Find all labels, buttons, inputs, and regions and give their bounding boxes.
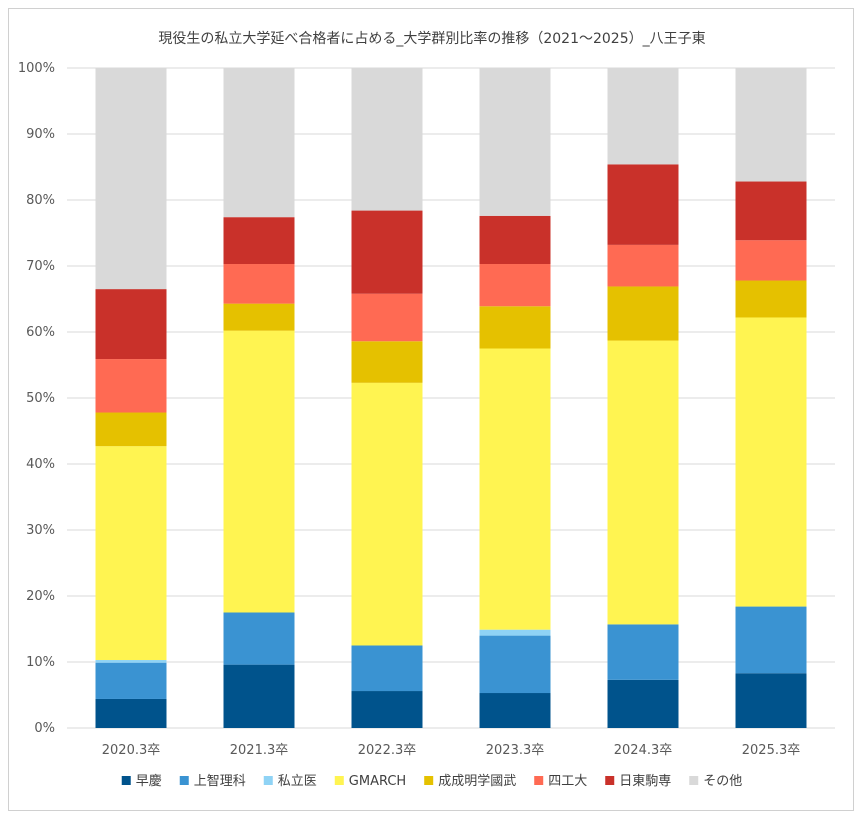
y-tick-label: 40%: [26, 457, 55, 472]
legend: 早慶 上智理科 私立医 GMARCH 成成明学國武 四工大 日東駒専 その他: [121, 773, 742, 789]
y-tick-label: 100%: [18, 61, 55, 76]
bar-stack: [95, 68, 167, 728]
bar-segment: [479, 306, 551, 349]
bar-segment: [607, 164, 679, 245]
bar-segment: [223, 330, 295, 613]
y-tick-label: 50%: [26, 391, 55, 406]
bar-segment: [351, 645, 423, 692]
bar-segment: [735, 673, 807, 728]
legend-item: 成成明学國武: [424, 773, 516, 789]
bar-segment: [479, 635, 551, 694]
legend-label: 日東駒専: [619, 773, 671, 789]
bar-segment: [95, 446, 167, 661]
x-tick-label: 2022.3卒: [358, 743, 417, 758]
legend-label: GMARCH: [349, 774, 406, 789]
bar-stack: [735, 68, 807, 728]
bar-segment: [351, 382, 423, 646]
bar-segment: [223, 612, 295, 665]
bar-segment: [479, 264, 551, 307]
bar-segment: [607, 340, 679, 625]
legend-item: 私立医: [263, 774, 317, 789]
bar-segment: [607, 679, 679, 728]
legend-swatch: [424, 776, 434, 785]
legend-swatch: [263, 776, 273, 785]
y-tick-label: 80%: [26, 193, 55, 208]
bar-segment: [607, 68, 679, 165]
legend-item: 早慶: [121, 774, 162, 789]
legend-label: 私立医: [278, 774, 317, 789]
bar-segment: [735, 68, 807, 182]
bar-segment: [607, 286, 679, 341]
legend-item: 四工大: [534, 774, 587, 789]
y-tick-label: 70%: [26, 259, 55, 274]
legend-swatch: [179, 776, 189, 785]
legend-swatch: [605, 776, 615, 785]
legend-item: 日東駒専: [605, 773, 671, 789]
stacked-bar-chart: 現役生の私立大学延べ合格者に占める_大学群別比率の推移（2021～2025）_八…: [18, 30, 835, 789]
chart-title: 現役生の私立大学延べ合格者に占める_大学群別比率の推移（2021～2025）_八…: [158, 30, 705, 47]
bar-segment: [479, 68, 551, 216]
bar-segment: [735, 280, 807, 318]
y-tick-label: 20%: [26, 589, 55, 604]
gridlines: [67, 67, 835, 729]
legend-label: その他: [703, 774, 742, 789]
bar-segment: [223, 264, 295, 304]
bar-segment: [735, 606, 807, 674]
legend-item: GMARCH: [334, 774, 406, 789]
bar-segment: [223, 664, 295, 728]
bar-stack: [479, 68, 551, 728]
bar-segment: [95, 662, 167, 699]
bar-segment: [95, 660, 167, 663]
legend-label: 上智理科: [194, 774, 246, 789]
y-tick-label: 10%: [26, 655, 55, 670]
legend-swatch: [689, 776, 699, 785]
legend-swatch: [121, 776, 131, 785]
bar-segment: [351, 691, 423, 728]
y-tick-label: 90%: [26, 127, 55, 142]
bar-segment: [223, 68, 295, 218]
y-tick-label: 60%: [26, 325, 55, 340]
x-tick-label: 2023.3卒: [486, 743, 545, 758]
y-axis-ticks: 0% 10% 20% 30% 40% 50% 60% 70% 80% 90% 100%: [18, 61, 55, 736]
bars: [95, 68, 807, 728]
bar-segment: [735, 240, 807, 281]
bar-segment: [607, 624, 679, 680]
bar-segment: [479, 693, 551, 728]
bar-segment: [607, 244, 679, 287]
bar-segment: [735, 317, 807, 607]
y-tick-label: 30%: [26, 523, 55, 538]
legend-swatch: [534, 776, 544, 785]
x-tick-label: 2020.3卒: [102, 743, 161, 758]
bar-segment: [479, 629, 551, 636]
legend-label: 早慶: [136, 774, 162, 789]
x-tick-label: 2025.3卒: [742, 743, 801, 758]
bar-segment: [95, 412, 167, 447]
bar-stack: [607, 68, 679, 728]
chart-frame: 現役生の私立大学延べ合格者に占める_大学群別比率の推移（2021～2025）_八…: [8, 8, 854, 811]
y-tick-label: 0%: [34, 721, 55, 736]
x-tick-label: 2024.3卒: [614, 743, 673, 758]
bar-segment: [351, 293, 423, 342]
bar-segment: [95, 698, 167, 728]
bar-segment: [479, 348, 551, 630]
bar-segment: [95, 359, 167, 413]
legend-label: 四工大: [548, 774, 587, 789]
bar-segment: [223, 217, 295, 265]
legend-swatch: [334, 776, 344, 785]
bar-segment: [95, 68, 167, 290]
x-tick-label: 2021.3卒: [230, 743, 289, 758]
bar-segment: [479, 215, 551, 265]
bar-segment: [351, 341, 423, 383]
x-axis-ticks: 2020.3卒 2021.3卒 2022.3卒 2023.3卒 2024.3卒 2025.…: [102, 743, 801, 758]
bar-segment: [95, 289, 167, 360]
bar-segment: [351, 210, 423, 294]
bar-segment: [735, 181, 807, 241]
legend-label: 成成明学國武: [438, 773, 516, 789]
bar-segment: [223, 303, 295, 331]
bar-stack: [351, 68, 423, 728]
bar-segment: [351, 68, 423, 211]
bar-stack: [223, 68, 295, 728]
legend-item: 上智理科: [179, 774, 246, 789]
legend-item: その他: [689, 774, 742, 789]
